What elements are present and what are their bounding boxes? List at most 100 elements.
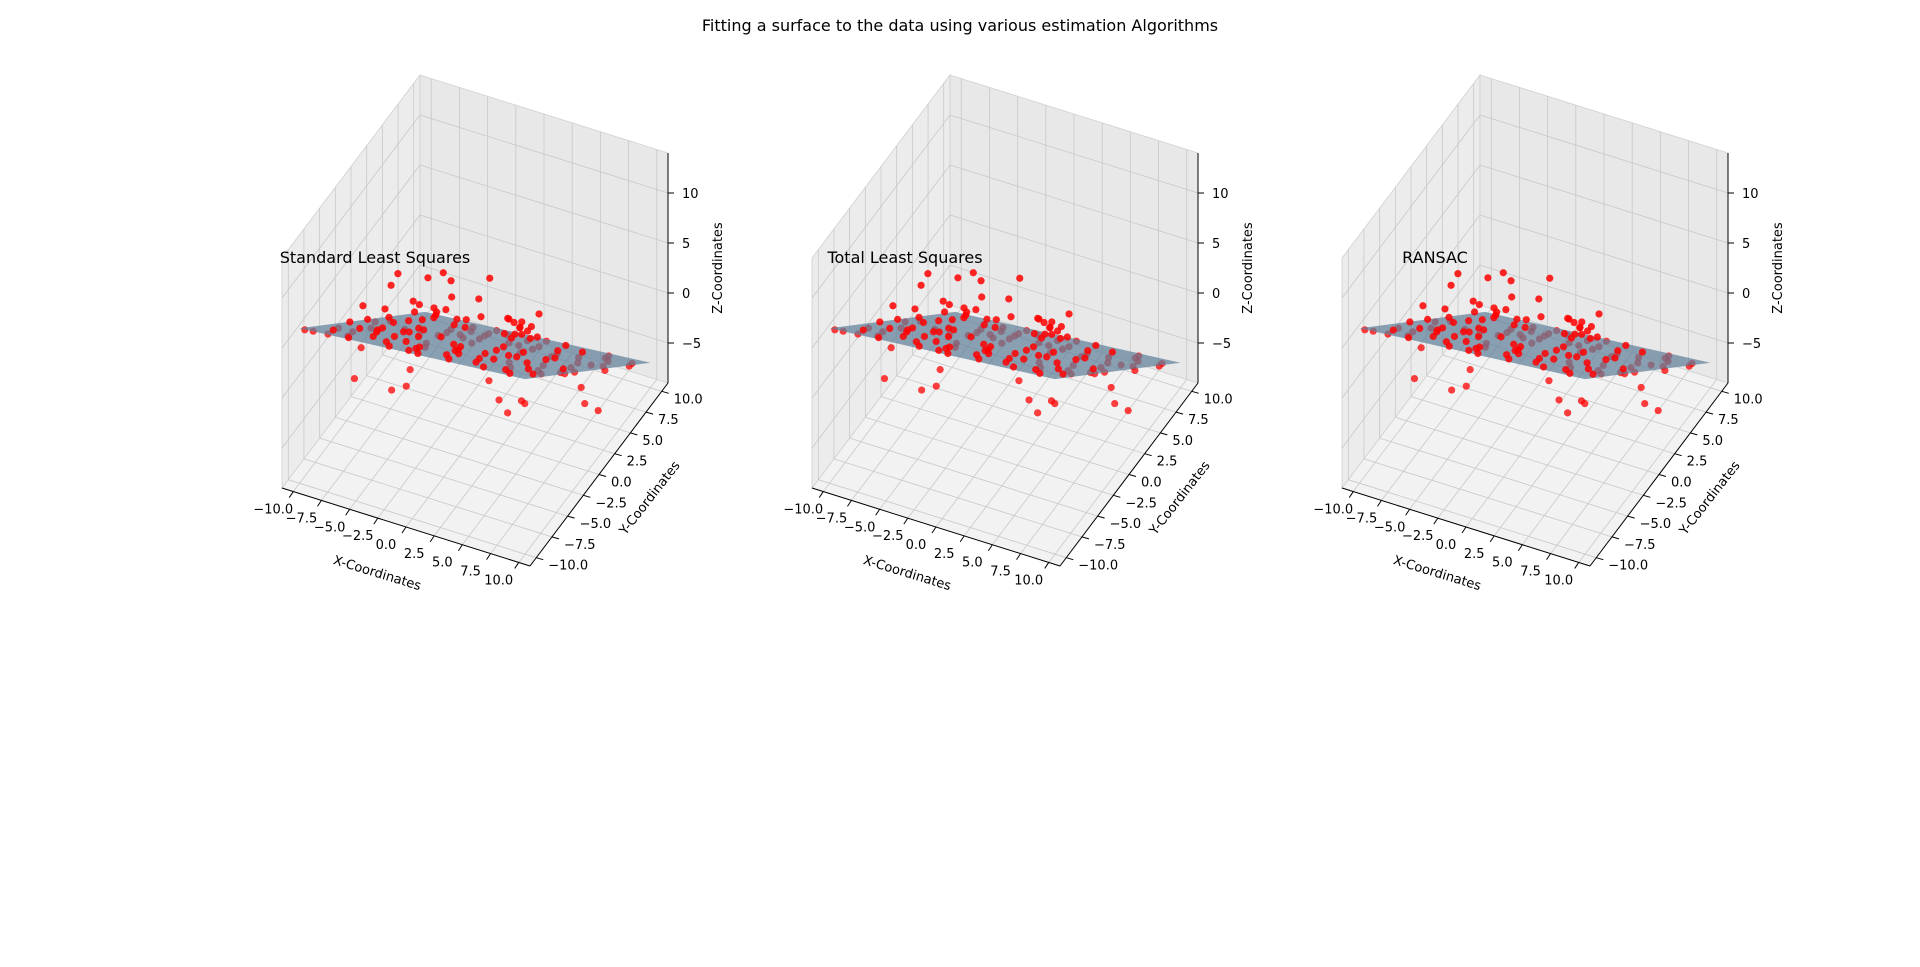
x-tick-label: −7.5 [816,511,848,526]
data-point [529,370,537,378]
grid-line [1341,214,1481,399]
data-point [1475,301,1483,309]
data-point [1564,351,1573,360]
y-tick-label: −5.0 [580,517,612,532]
grid-line [811,164,951,349]
grid-line [281,214,421,399]
data-point [985,350,993,358]
data-point [1502,305,1510,314]
data-point [1555,396,1563,404]
data-point [1459,328,1468,336]
data-point [1405,334,1413,342]
x-tick-label: 2.5 [404,547,425,562]
x-tick-label: −2.5 [342,529,374,544]
data-point [1583,359,1591,367]
x-tick-label: 2.5 [934,547,955,562]
y-tick-mark [1721,390,1729,394]
y-tick-label: −7.5 [564,538,596,553]
x-tick-mark [959,535,965,543]
x-tick-label: 5.0 [432,556,453,571]
x-tick-mark [345,508,351,516]
x-tick-mark [317,500,322,507]
y-tick-label: 7.5 [1188,413,1209,428]
data-point [935,328,943,336]
grid-line [419,114,669,194]
data-point [562,341,570,350]
data-point [1056,334,1064,343]
data-point [1041,330,1049,338]
z-axis-label: Z-Coordinates [711,222,726,314]
data-point [1474,332,1483,341]
data-point [506,369,514,377]
data-point [1570,318,1578,327]
data-point [1532,358,1540,366]
y-tick-mark [614,453,622,457]
data-point [992,316,1000,324]
data-point [1034,314,1042,322]
panels: −10.0−7.5−5.0−2.50.02.55.07.510.0−10.0−7… [253,73,1786,594]
data-point [1081,354,1089,362]
x-tick-label: −7.5 [286,511,318,526]
grid-line [1048,379,1188,563]
data-point [1025,396,1033,404]
data-point [445,355,453,363]
data-point [551,354,559,362]
grid-line [518,379,658,563]
data-point [1417,344,1425,352]
grid-line [1550,370,1689,554]
data-point [1410,374,1419,383]
x-tick-label: 0.0 [1436,538,1457,553]
y-tick-mark [1705,411,1714,415]
data-point [405,328,413,336]
data-point [948,316,956,324]
data-point [919,318,928,327]
y-tick-mark [1175,411,1184,415]
data-point [983,315,991,323]
data-point [880,374,889,383]
x-tick-mark [429,535,435,543]
data-point [533,333,541,341]
data-point [1389,326,1397,334]
x-tick-label: −7.5 [1346,511,1378,526]
data-point [939,297,947,305]
data-point [510,318,518,327]
data-point [1513,315,1521,323]
data-point [1124,406,1132,415]
data-point [1641,399,1649,408]
y-tick-mark [536,557,544,561]
data-point [1465,346,1473,354]
data-point [1049,348,1058,356]
data-point [594,406,602,415]
data-point [524,365,533,373]
x-tick-mark [401,526,407,534]
grid-line [1479,264,1729,344]
data-point [1084,347,1092,355]
data-point [442,305,450,314]
data-point [472,358,480,366]
grid-line [949,264,1199,344]
z-axis-label: Z-Coordinates [1241,222,1256,314]
y-tick-mark [1596,557,1604,561]
data-point [1016,274,1024,282]
data-point [1586,334,1594,343]
y-tick-label: −10.0 [1608,559,1648,574]
data-point [1048,330,1056,338]
data-point [962,311,970,319]
data-point [518,330,526,338]
data-point [385,313,393,321]
data-point [516,323,524,331]
y-tick-mark [630,432,638,436]
data-point [936,366,944,374]
data-point [462,316,470,324]
data-point [387,281,395,289]
data-point [420,326,428,334]
data-point [346,318,354,326]
subplot-title: RANSAC [1402,248,1468,267]
data-point [424,274,432,282]
data-point [1638,348,1647,356]
data-point [1602,355,1610,364]
figure-suptitle: Fitting a surface to the data using vari… [702,16,1218,35]
data-point [1587,322,1596,331]
data-point [479,363,488,371]
